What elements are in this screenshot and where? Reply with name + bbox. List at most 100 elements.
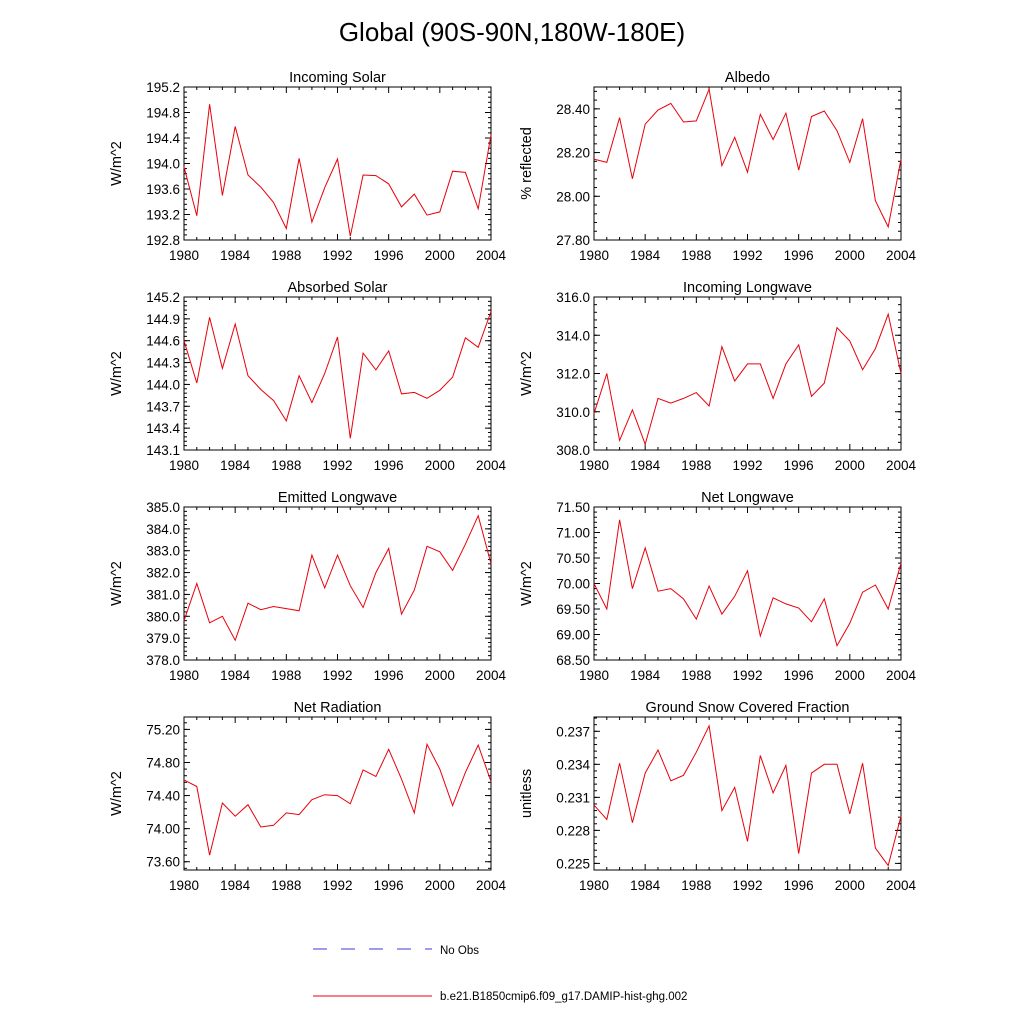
panel-title: Incoming Solar [289, 70, 386, 86]
y-tick-label: 194.4 [146, 131, 180, 146]
plot-frame [183, 296, 492, 451]
y-tick-label: 144.6 [146, 334, 180, 349]
x-tick-label: 1984 [630, 248, 661, 263]
x-tick-label: 2000 [425, 248, 455, 263]
x-tick-label: 2004 [476, 458, 507, 473]
y-tick-label: 314.0 [556, 328, 590, 343]
x-tick-label: 1996 [374, 248, 404, 263]
y-tick-label: 378.0 [146, 653, 180, 668]
x-tick-label: 1980 [579, 878, 609, 893]
y-tick-label: 0.234 [556, 757, 590, 772]
plot-frame [593, 506, 902, 661]
panel-title: Absorbed Solar [288, 280, 388, 296]
x-tick-label: 2000 [425, 878, 455, 893]
x-tick-label: 1992 [732, 668, 762, 683]
y-tick-label: 71.50 [556, 500, 590, 515]
y-tick-label: 194.8 [146, 106, 180, 121]
panel-incoming-solar: Incoming Solar W/m^2 1980 1984 1988 1992 1996 2… [109, 70, 507, 263]
x-tick-label: 2004 [886, 878, 917, 893]
series-line-model [593, 724, 902, 867]
x-tick-label: 1980 [579, 248, 609, 263]
x-tick-label: 1980 [169, 248, 199, 263]
y-tick-label: 28.20 [556, 146, 590, 161]
series-line-model [593, 519, 902, 647]
y-tick-label: 379.0 [146, 631, 180, 646]
y-tick-label: 70.00 [556, 577, 590, 592]
x-tick-label: 1984 [220, 248, 251, 263]
series-line-model [183, 104, 492, 237]
panel-incoming-longwave: Incoming Longwave W/m^2 1980 1984 1988 1992 19… [519, 280, 917, 473]
y-tick-label: 194.0 [146, 157, 180, 172]
series-line-model [593, 87, 902, 229]
y-tick-label: 192.8 [146, 233, 180, 248]
y-tick-label: 145.2 [146, 290, 180, 305]
y-tick-label: 144.0 [146, 377, 180, 392]
x-tick-label: 1996 [784, 248, 814, 263]
figure-title: Global (90S-90N,180W-180E) [339, 17, 685, 47]
x-tick-label: 1992 [322, 878, 352, 893]
y-tick-label: 0.228 [556, 823, 590, 838]
x-tick-label: 2000 [425, 458, 455, 473]
plot-frame [593, 296, 902, 451]
y-tick-label: 144.3 [146, 356, 180, 371]
x-tick-label: 2004 [476, 248, 507, 263]
x-tick-label: 1988 [271, 248, 301, 263]
legend-label-no-obs: No Obs [440, 945, 479, 957]
y-axis-label: unitless [519, 769, 535, 818]
x-tick-label: 1992 [322, 248, 352, 263]
y-tick-label: 384.0 [146, 522, 180, 537]
x-tick-label: 1984 [630, 668, 661, 683]
x-tick-label: 2004 [476, 668, 507, 683]
x-tick-label: 2000 [835, 248, 865, 263]
x-tick-label: 1988 [681, 668, 711, 683]
x-tick-label: 2004 [886, 458, 917, 473]
y-tick-label: 28.40 [556, 102, 590, 117]
y-tick-label: 0.225 [556, 856, 590, 871]
y-tick-label: 143.1 [146, 443, 180, 458]
y-tick-label: 143.7 [146, 399, 180, 414]
x-tick-label: 1992 [322, 668, 352, 683]
panel-albedo: Albedo % reflected 1980 1984 1988 1992 1996 200… [519, 70, 917, 263]
panel-title: Net Longwave [701, 490, 794, 506]
x-tick-label: 1980 [169, 668, 199, 683]
y-tick-label: 380.0 [146, 609, 180, 624]
y-tick-label: 74.40 [146, 789, 180, 804]
y-tick-label: 70.50 [556, 551, 590, 566]
y-tick-label: 74.00 [146, 822, 180, 837]
y-tick-label: 75.20 [146, 722, 180, 737]
x-tick-label: 1980 [169, 458, 199, 473]
y-tick-label: 385.0 [146, 500, 180, 515]
plot-frame [183, 506, 492, 661]
x-tick-label: 1988 [271, 458, 301, 473]
panel-ground-snow-covered-fraction: Ground Snow Covered Fraction unitless 1980… [519, 700, 917, 893]
y-axis-label: W/m^2 [109, 351, 125, 396]
x-tick-label: 1996 [374, 668, 404, 683]
y-axis-label: W/m^2 [519, 351, 535, 396]
legend-label-model: b.e21.B1850cmip6.f09_g17.DAMIP-hist-ghg.… [440, 991, 687, 1003]
x-tick-label: 1988 [681, 878, 711, 893]
x-tick-label: 1984 [630, 878, 661, 893]
x-tick-label: 2000 [835, 668, 865, 683]
panel-net-radiation: Net Radiation W/m^2 1980 1984 1988 1992 1996 20… [109, 700, 507, 893]
y-tick-label: 193.2 [146, 208, 180, 223]
x-tick-label: 1996 [374, 458, 404, 473]
panel-title: Incoming Longwave [683, 280, 812, 296]
x-tick-label: 1984 [630, 458, 661, 473]
x-tick-label: 2004 [886, 668, 917, 683]
plot-frame [593, 86, 902, 241]
panel-absorbed-solar: Absorbed Solar W/m^2 1980 1984 1988 1992 1996 2… [109, 280, 507, 473]
y-tick-label: 312.0 [556, 367, 590, 382]
panel-title: Ground Snow Covered Fraction [646, 700, 850, 716]
x-tick-label: 2004 [886, 248, 917, 263]
x-tick-label: 1984 [220, 458, 251, 473]
x-tick-label: 1996 [374, 878, 404, 893]
y-tick-label: 144.9 [146, 312, 180, 327]
x-tick-label: 2000 [835, 458, 865, 473]
y-tick-label: 316.0 [556, 290, 590, 305]
y-tick-label: 73.60 [146, 855, 180, 870]
panel-emitted-longwave: Emitted Longwave W/m^2 1980 1984 1988 1992 199… [109, 490, 507, 683]
y-tick-label: 383.0 [146, 544, 180, 559]
y-axis-label: W/m^2 [519, 561, 535, 606]
y-tick-label: 28.00 [556, 189, 590, 204]
legend: No Obs b.e21.B1850cmip6.f09_g17.DAMIP-hi… [313, 945, 687, 1003]
